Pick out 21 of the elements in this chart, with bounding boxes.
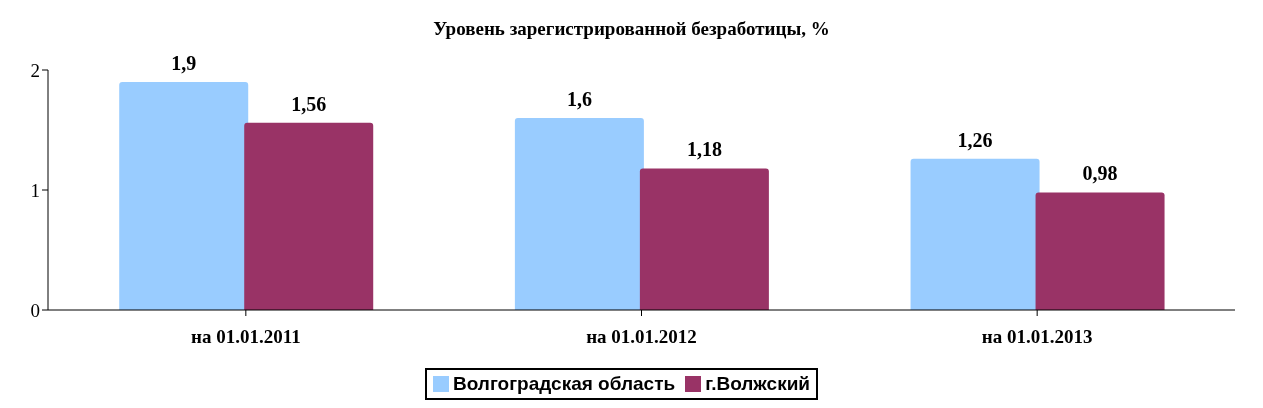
x-tick-label: на 01.01.2011 xyxy=(191,326,301,348)
bar xyxy=(910,158,1040,310)
chart-title: Уровень зарегистрированной безработицы, % xyxy=(432,17,831,41)
bar xyxy=(1035,192,1165,310)
x-tick-label: на 01.01.2012 xyxy=(586,326,697,348)
bar xyxy=(244,122,374,310)
bar xyxy=(514,118,644,310)
legend-label: г.Волжский xyxy=(704,373,811,395)
bar xyxy=(119,82,249,310)
data-label: 1,9 xyxy=(171,52,197,74)
data-label: 1,18 xyxy=(686,138,722,161)
data-label: 1,56 xyxy=(291,92,327,115)
data-label: 1,26 xyxy=(957,128,993,151)
bar xyxy=(639,168,769,310)
data-label: 0,98 xyxy=(1082,162,1118,185)
y-tick-label: 0 xyxy=(30,299,40,321)
y-tick-label: 2 xyxy=(30,59,40,81)
legend-label: Волгоградская область xyxy=(452,373,676,395)
y-tick-label: 1 xyxy=(30,179,40,201)
x-tick-label: на 01.01.2013 xyxy=(981,326,1093,348)
data-label: 1,6 xyxy=(566,88,592,110)
